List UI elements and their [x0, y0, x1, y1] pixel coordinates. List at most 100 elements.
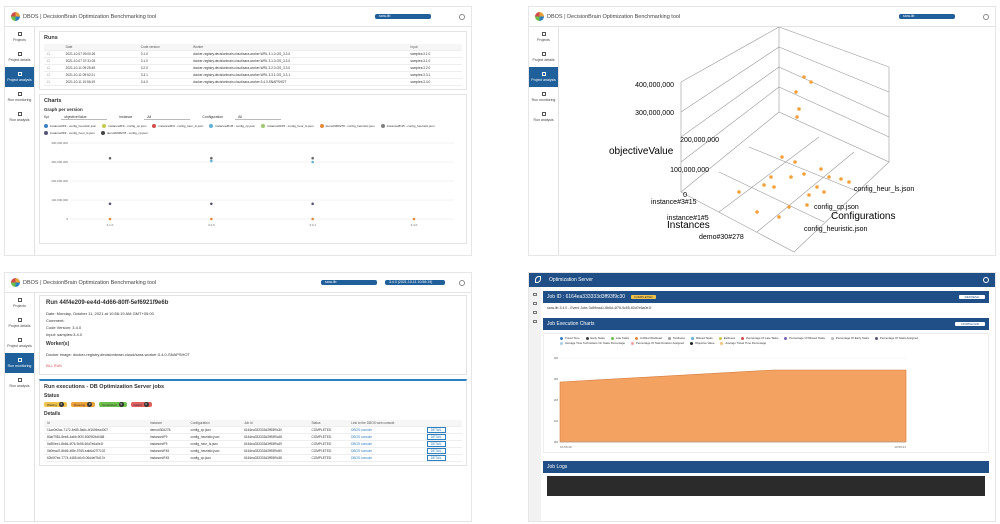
- data-point[interactable]: [210, 217, 213, 221]
- version-select[interactable]: sara-lib: [899, 14, 955, 19]
- 3d-data-point[interactable]: [805, 203, 809, 207]
- 3d-data-point[interactable]: [787, 205, 791, 209]
- 3d-data-point[interactable]: [797, 107, 801, 111]
- legend-item[interactable]: Travel Time: [560, 336, 580, 340]
- data-point[interactable]: [210, 159, 213, 163]
- col-header[interactable]: Configuration: [187, 420, 242, 427]
- 3d-data-point[interactable]: [807, 193, 811, 197]
- legend-item[interactable]: instance#F9 - config_heur_ls.json: [152, 124, 203, 128]
- dbos-console-link[interactable]: DBOS console: [348, 426, 424, 434]
- legend-item[interactable]: Early Tasks: [585, 336, 605, 340]
- dashboard-icon[interactable]: [533, 302, 537, 305]
- legend-item[interactable]: instance#F9 - config_cp.json: [102, 124, 146, 128]
- settings-icon[interactable]: [983, 13, 989, 20]
- legend-item[interactable]: demo#30#278 - config_heuristic.json: [319, 124, 375, 128]
- col-input[interactable]: Input: [407, 44, 462, 51]
- row-checkbox[interactable]: ☐: [44, 57, 63, 65]
- legend-item[interactable]: demo#30#278 - config_cp.json: [100, 131, 148, 135]
- table-row[interactable]: ☐ 2021-10-11 09:25:45 3.2.0 docker-registry…: [44, 64, 462, 72]
- kpi-select[interactable]: objectiveValue: [61, 115, 108, 120]
- 3d-data-point[interactable]: [815, 185, 819, 189]
- data-point[interactable]: [210, 202, 213, 206]
- sidebar-item-project-analysis[interactable]: Project analysis: [5, 333, 34, 353]
- legend-item[interactable]: instance#F9 - config_heuristic.json: [44, 124, 96, 128]
- sidebar-item-project-details[interactable]: Project details: [529, 47, 558, 67]
- data-point[interactable]: [311, 217, 314, 221]
- data-point[interactable]: [108, 202, 112, 206]
- sidebar-item-project-details[interactable]: Project details: [5, 47, 34, 67]
- legend-item[interactable]: Objective Value: [690, 341, 714, 345]
- legend-item[interactable]: Unfilled Workload: [635, 336, 662, 340]
- legend-item[interactable]: Average Time Technicians On Tasks Percen…: [560, 341, 625, 345]
- legend-item[interactable]: instance#F45 - config_heur_ls.json: [261, 124, 314, 128]
- detail-button[interactable]: DETAIL: [423, 447, 462, 455]
- dbos-console-link[interactable]: DBOS console: [348, 440, 424, 448]
- dbos-console-link[interactable]: DBOS console: [348, 447, 424, 455]
- row-checkbox[interactable]: ☐: [44, 78, 63, 86]
- col-code-version[interactable]: Code version: [137, 44, 191, 51]
- 3d-data-point[interactable]: [794, 90, 798, 94]
- os-settings-icon[interactable]: [983, 277, 989, 283]
- legend-item[interactable]: Earliness: [718, 336, 735, 340]
- legend-item[interactable]: instance#F45 - config_cp.json: [209, 124, 255, 128]
- legend-item[interactable]: instance#F45 - config_heuristic.json: [380, 124, 435, 128]
- col-header[interactable]: Link to the DBOS web console: [348, 420, 424, 427]
- sidebar-item-run-monitoring[interactable]: Run monitoring: [5, 87, 34, 107]
- 3d-data-point[interactable]: [827, 175, 831, 179]
- legend-item[interactable]: Late Tasks: [610, 336, 629, 340]
- settings-icon[interactable]: [459, 279, 465, 286]
- 3d-data-point[interactable]: [839, 177, 843, 181]
- kill-run-button[interactable]: KILL RUN: [46, 364, 62, 368]
- 3d-data-point[interactable]: [793, 160, 797, 164]
- legend-item[interactable]: Percentage Of Early Tasks: [830, 336, 869, 340]
- 3d-data-point[interactable]: [755, 210, 759, 214]
- instance-select[interactable]: All: [144, 115, 191, 120]
- 3d-data-point[interactable]: [772, 185, 776, 189]
- data-point[interactable]: [108, 217, 112, 221]
- table-row[interactable]: ☐ 2021-10-11 10:56:19 3.4.0 docker-registry…: [44, 78, 462, 86]
- data-point[interactable]: [311, 156, 314, 160]
- 3d-data-point[interactable]: [822, 190, 826, 194]
- row-checkbox[interactable]: ☐: [44, 50, 63, 58]
- sidebar-item-project-analysis[interactable]: Project analysis: [529, 67, 558, 87]
- sidebar-item-run-analysis[interactable]: Run analysis: [5, 107, 34, 127]
- dbos-console-link[interactable]: DBOS console: [348, 433, 424, 441]
- col-worker[interactable]: Worker: [190, 44, 408, 51]
- 3d-data-point[interactable]: [802, 172, 806, 176]
- data-point[interactable]: [412, 217, 416, 221]
- version-select[interactable]: sara-lib: [375, 14, 431, 19]
- col-header[interactable]: [423, 420, 462, 427]
- dbos-console-link[interactable]: DBOS console: [348, 454, 424, 462]
- 3d-data-point[interactable]: [809, 80, 813, 84]
- row-checkbox[interactable]: ☐: [44, 64, 63, 72]
- expand-icon[interactable]: [533, 293, 537, 296]
- legend-item[interactable]: Percentage Of Task Duration Assigned: [631, 341, 684, 345]
- detail-button[interactable]: DETAIL: [423, 426, 462, 434]
- legend-item[interactable]: instance#F9 - config_heur_ls.json: [44, 131, 95, 135]
- version-select[interactable]: sara-lib: [321, 280, 377, 285]
- data-point[interactable]: [311, 202, 314, 206]
- 3d-data-point[interactable]: [777, 215, 781, 219]
- legend-item[interactable]: Percentage Of Late Tasks: [741, 336, 778, 340]
- col-header[interactable]: Job id: [241, 420, 309, 427]
- sidebar-item-run-analysis[interactable]: Run analysis: [529, 107, 558, 127]
- detail-button[interactable]: DETAIL: [423, 454, 462, 462]
- 3d-data-point[interactable]: [780, 155, 784, 159]
- sidebar-item-projects[interactable]: Projects: [529, 27, 558, 47]
- sidebar-item-projects[interactable]: Projects: [5, 293, 34, 313]
- legend-item[interactable]: Percentage Of Missed Tasks: [784, 336, 825, 340]
- table-row[interactable]: ☐ 2021-10-11 09:52:21 3.3.1 docker-registry…: [44, 71, 462, 79]
- 3d-data-point[interactable]: [802, 75, 806, 79]
- area-series[interactable]: [559, 369, 907, 443]
- 3d-scatter-plot[interactable]: 400,000,000 300,000,000 200,000,000 100,…: [559, 27, 996, 256]
- legend-item[interactable]: Percentage Of Tasks Assigned: [874, 336, 918, 340]
- 3d-data-point[interactable]: [819, 167, 823, 171]
- sidebar-item-run-monitoring[interactable]: Run monitoring: [5, 353, 34, 373]
- download-button[interactable]: DOWNLOAD: [955, 322, 985, 326]
- 3d-data-point[interactable]: [769, 175, 773, 179]
- table-row[interactable]: ☐ 2021-10-07 09:00:26 3.1.0 docker-registry…: [44, 50, 462, 58]
- sidebar-item-run-monitoring[interactable]: Run monitoring: [529, 87, 558, 107]
- config-select[interactable]: All: [235, 115, 282, 120]
- refresh-button[interactable]: REFRESH: [958, 295, 985, 299]
- table-row[interactable]: ☐ 2021-10-07 07:31:03 3.1.0 docker-registry…: [44, 57, 462, 65]
